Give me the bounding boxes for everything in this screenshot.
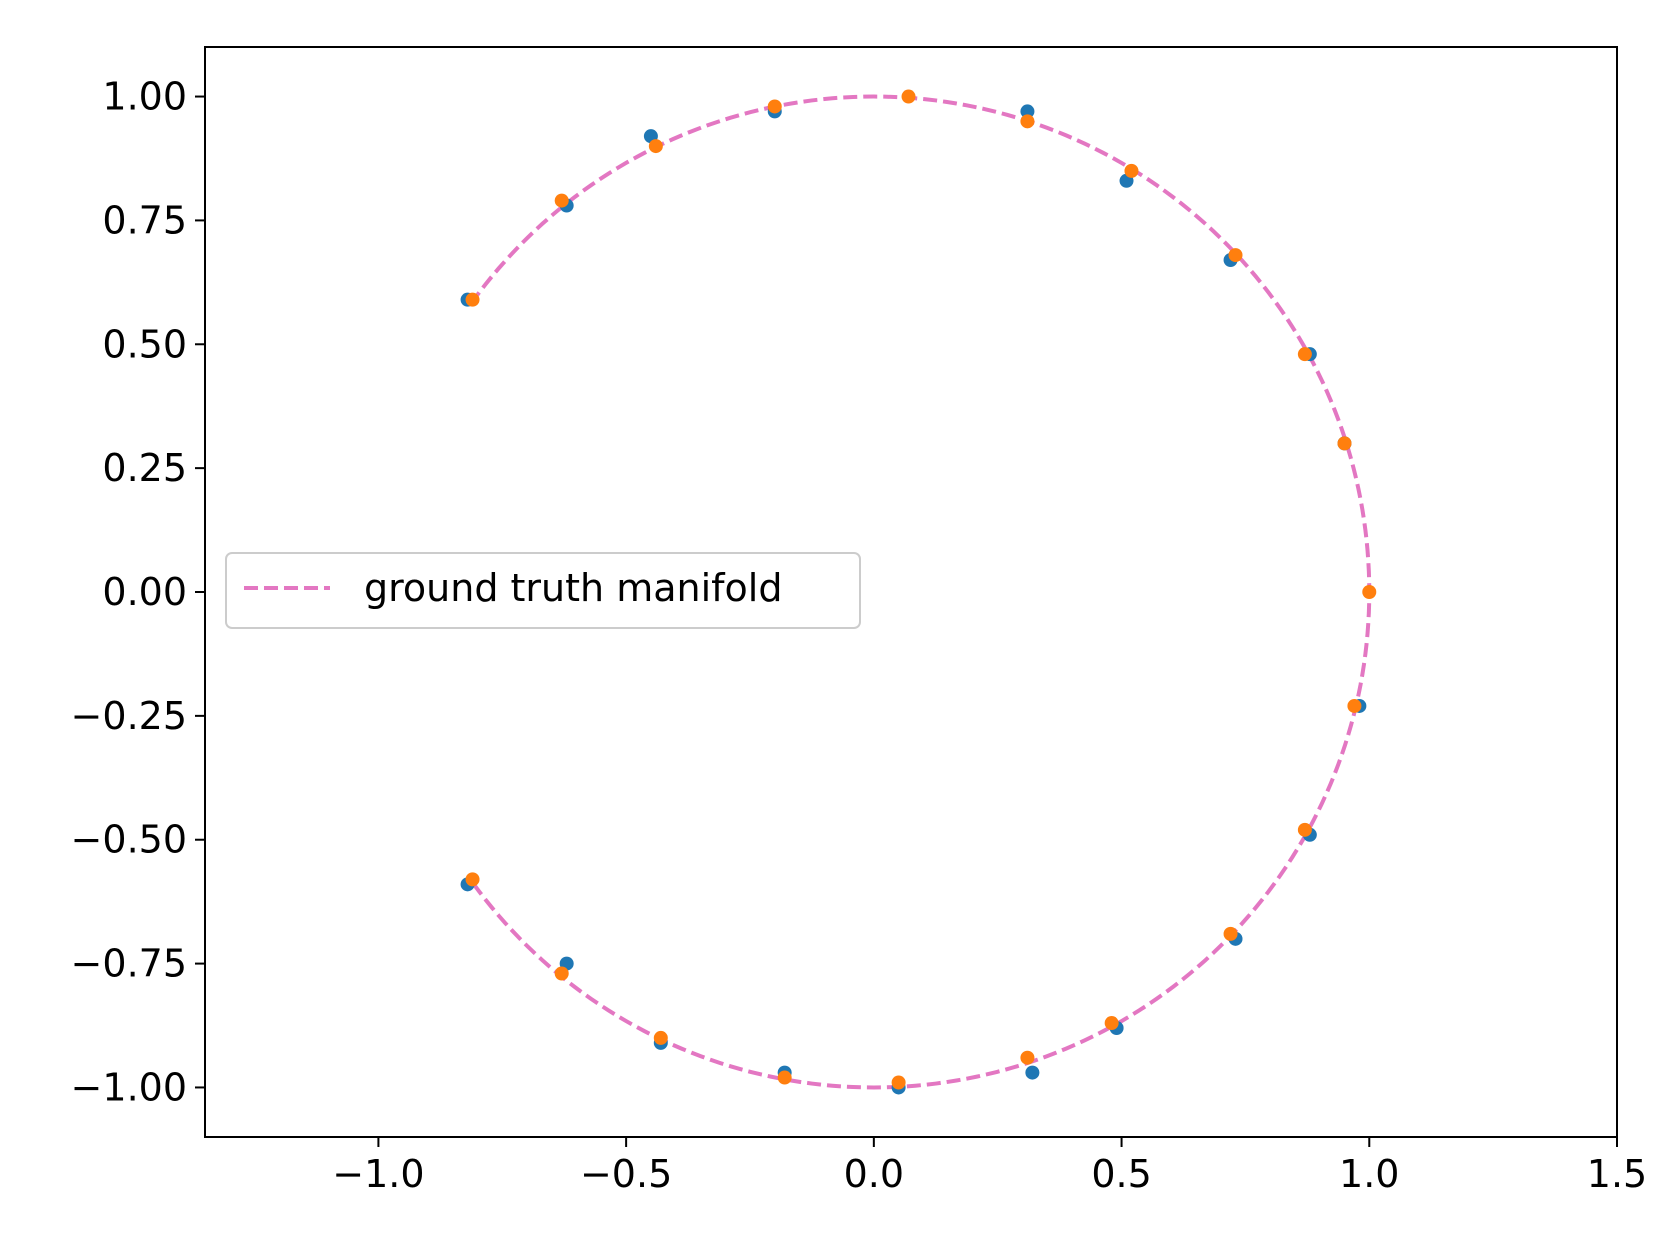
plot-area [460, 89, 1377, 1095]
orange-point [767, 99, 782, 114]
legend-box [225, 552, 861, 629]
orange-point [1297, 347, 1312, 362]
x-tick-label: 1.5 [1587, 1152, 1647, 1196]
y-tick-label: 0.25 [102, 446, 187, 490]
orange-point [1297, 822, 1312, 837]
orange-point [1223, 926, 1238, 941]
blue-point [1025, 1065, 1040, 1080]
orange-point [1337, 436, 1352, 451]
orange-point [901, 89, 916, 104]
y-tick-label: −1.00 [71, 1065, 187, 1109]
orange-point [554, 966, 569, 981]
orange-point [1228, 248, 1243, 263]
y-tick-label: −0.50 [71, 818, 187, 862]
x-tick-label: 0.5 [1091, 1152, 1151, 1196]
orange-point [653, 1030, 668, 1045]
y-tick-label: 0.50 [102, 322, 187, 366]
x-tick-label: −1.0 [332, 1152, 424, 1196]
y-tick-label: −0.25 [71, 694, 187, 738]
orange-point [1362, 585, 1377, 599]
y-tick-label: 0.75 [102, 198, 187, 242]
x-tick-label: 0.0 [844, 1152, 904, 1196]
orange-point [1124, 163, 1139, 178]
orange-point [465, 292, 480, 307]
orange-point [648, 139, 663, 154]
orange-point [1020, 114, 1035, 129]
orange-point [1020, 1050, 1035, 1065]
legend-label: ground truth manifold [364, 566, 782, 610]
x-tick-label: 1.0 [1339, 1152, 1399, 1196]
blue-point [1020, 104, 1035, 119]
orange-point [465, 872, 480, 887]
x-axis: −1.0 −0.5 0.0 0.5 1.0 1.5 [332, 1137, 1647, 1196]
x-tick-label: −0.5 [580, 1152, 672, 1196]
y-tick-label: 0.00 [102, 570, 187, 614]
y-axis: 1.00 0.75 0.50 0.25 0.00 −0.25 −0.50 −0.75 −1.00 [71, 75, 205, 1109]
orange-point [554, 193, 569, 208]
y-tick-label: 1.00 [102, 75, 187, 119]
orange-point [891, 1075, 906, 1090]
orange-point [1104, 1016, 1119, 1031]
orange-point [1347, 698, 1362, 713]
y-tick-label: −0.75 [71, 942, 187, 986]
orange-point [777, 1070, 792, 1085]
legend: ground truth manifold [225, 552, 861, 629]
